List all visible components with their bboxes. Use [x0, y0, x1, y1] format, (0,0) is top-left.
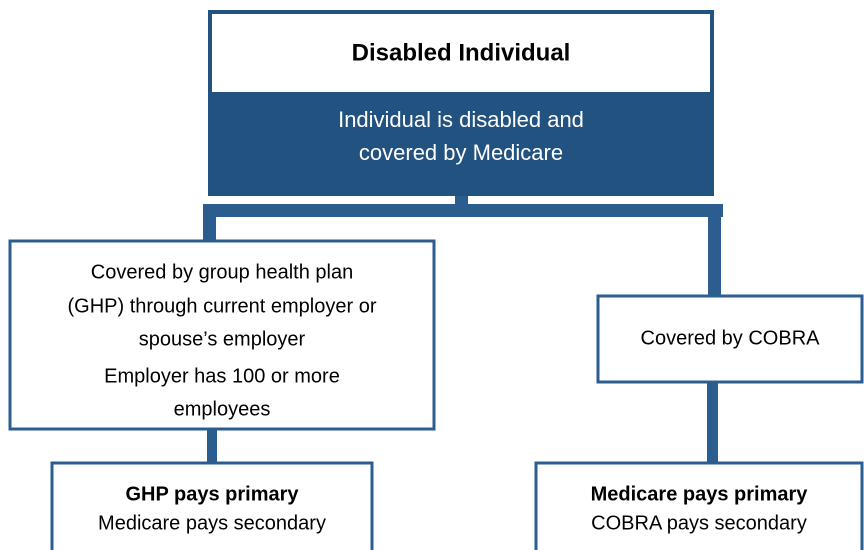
connector: [203, 204, 723, 217]
connector: [207, 428, 217, 464]
condition-box: [596, 294, 864, 384]
root-subtitle: Individual is disabled and: [338, 107, 584, 132]
condition-text: employees: [174, 398, 271, 420]
outcome-secondary: COBRA pays secondary: [591, 512, 807, 534]
condition-text: Covered by group health plan: [91, 261, 353, 283]
condition-box: [8, 239, 436, 431]
connector: [708, 204, 721, 297]
outcome-box: [50, 461, 374, 550]
outcome-primary: GHP pays primary: [125, 483, 299, 505]
root-band: [210, 92, 712, 194]
outcome-box: [534, 461, 864, 550]
connector: [707, 380, 718, 464]
condition-text: (GHP) through current employer or: [67, 295, 376, 317]
condition-text: Covered by COBRA: [641, 327, 821, 349]
root-subtitle: covered by Medicare: [359, 140, 563, 165]
condition-text: spouse’s employer: [139, 328, 306, 350]
outcome-secondary: Medicare pays secondary: [98, 512, 326, 534]
root-title: Disabled Individual: [352, 39, 571, 66]
outcome-primary: Medicare pays primary: [591, 483, 809, 505]
condition-text: Employer has 100 or more: [104, 365, 340, 387]
connector: [203, 204, 216, 242]
